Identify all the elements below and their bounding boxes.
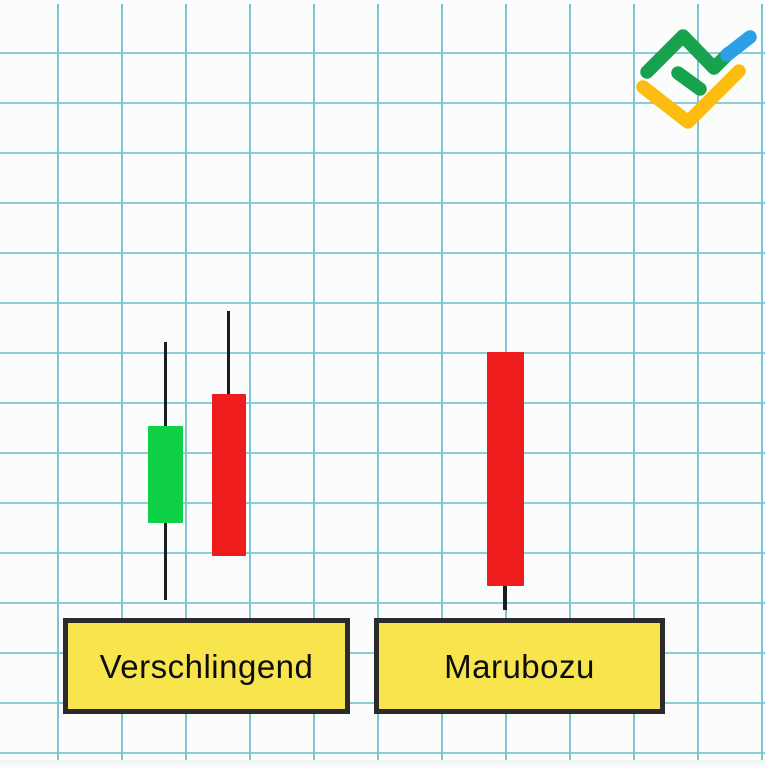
candle-marubozu-red-candle-body (487, 352, 524, 586)
pattern-label-marubozu: Marubozu (374, 618, 665, 714)
candle-engulfing-red-candle-wick (227, 311, 230, 396)
candle-engulfing-red-candle-body (212, 394, 246, 556)
candle-engulfed-green-candle-body (148, 426, 183, 523)
pattern-label-marubozu-text: Marubozu (444, 647, 595, 685)
pattern-label-verschlingend: Verschlingend (63, 618, 350, 714)
pattern-label-verschlingend-text: Verschlingend (99, 647, 314, 685)
bottom-fade-strip (0, 760, 765, 768)
candle-marubozu-red-candle-wick (503, 585, 507, 610)
